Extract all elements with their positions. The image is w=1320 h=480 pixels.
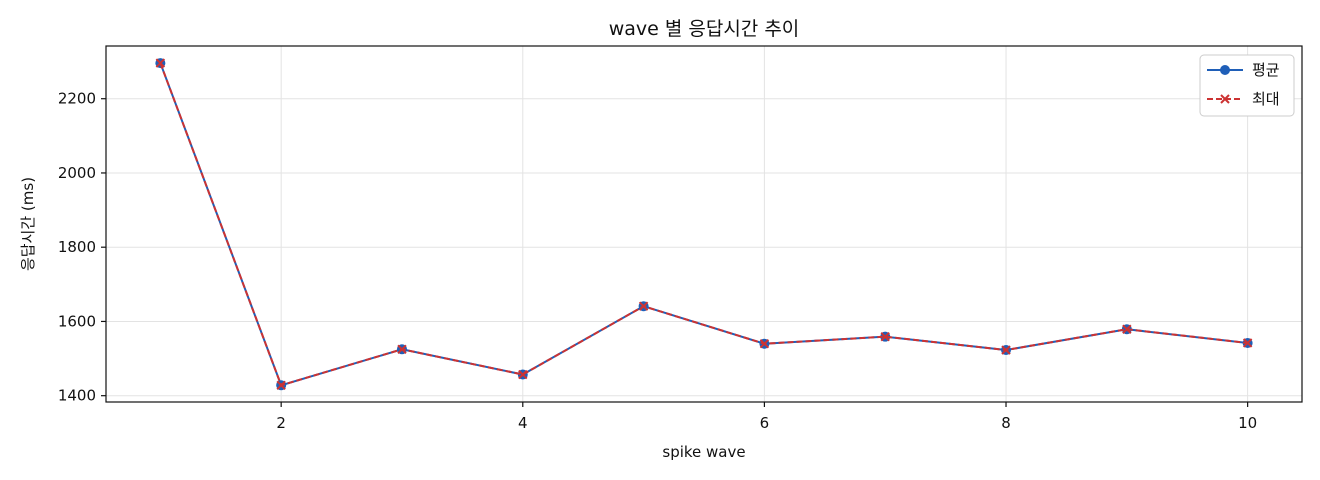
data-point	[155, 58, 166, 68]
y-tick-label: 1400	[58, 387, 96, 405]
chart-title: wave 별 응답시간 추이	[609, 18, 800, 40]
legend-item: 평균	[1207, 61, 1280, 79]
y-axis: 1400 1600 1800 2000 2200	[58, 90, 106, 405]
x-tick-label: 8	[1001, 414, 1011, 432]
x-axis-label: spike wave	[662, 443, 745, 461]
x-tick-label: 10	[1238, 414, 1257, 432]
series-1	[155, 58, 1253, 391]
x-tick-label: 2	[276, 414, 286, 432]
legend-label: 최대	[1252, 90, 1280, 108]
data-point	[880, 331, 890, 342]
x-tick-label: 4	[518, 414, 528, 432]
series-layer	[155, 58, 1253, 391]
legend-marker	[1220, 65, 1230, 75]
plot-frame	[105, 45, 1303, 403]
y-tick-label: 2200	[58, 90, 96, 108]
data-point	[1001, 345, 1011, 355]
x-tick-label: 6	[760, 414, 770, 432]
y-axis-label: 응답시간 (ms)	[19, 177, 37, 271]
y-tick-label: 2000	[58, 164, 96, 182]
data-point	[276, 380, 286, 391]
data-point	[397, 344, 407, 354]
y-tick-label: 1600	[58, 312, 96, 330]
data-point	[1242, 338, 1253, 348]
y-tick-label: 1800	[58, 238, 96, 256]
data-point	[518, 369, 528, 380]
series-2	[155, 58, 1253, 391]
legend-item: 최대	[1207, 90, 1280, 108]
legend-box	[1199, 54, 1295, 117]
legend-label: 평균	[1252, 61, 1280, 79]
grid	[106, 46, 1302, 402]
data-point	[1122, 324, 1132, 334]
legend-marker	[1220, 94, 1230, 104]
x-axis: 2 4 6 8 10	[276, 402, 1257, 432]
data-point	[759, 339, 770, 349]
series-line	[159, 62, 1248, 387]
data-point	[638, 301, 649, 311]
